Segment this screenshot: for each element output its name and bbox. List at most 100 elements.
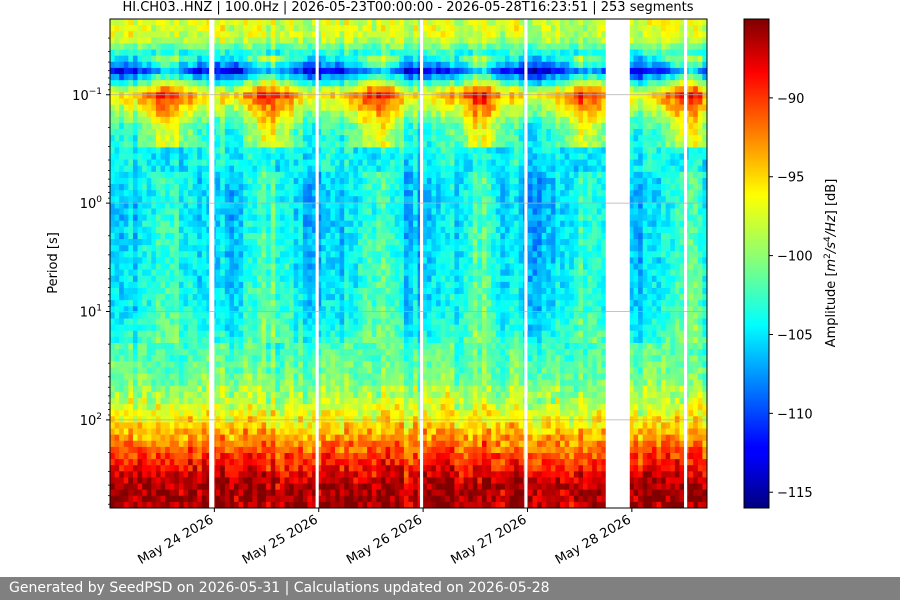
heatmap-cell <box>362 294 368 301</box>
heatmap-cell <box>215 269 221 277</box>
heatmap-cell <box>215 159 221 167</box>
heatmap-cell <box>160 226 166 234</box>
heatmap-cell <box>261 226 267 234</box>
heatmap-cell <box>344 104 350 112</box>
heatmap-cell <box>146 379 152 387</box>
heatmap-cell <box>266 37 272 45</box>
heatmap-cell <box>215 281 221 289</box>
heatmap-cell <box>119 245 125 252</box>
heatmap-cell <box>110 55 116 63</box>
heatmap-cell <box>247 37 253 45</box>
heatmap-cell <box>201 361 208 369</box>
heatmap-cell <box>110 251 116 258</box>
heatmap-cell <box>165 159 171 167</box>
heatmap-cell <box>128 226 134 234</box>
heatmap-cell <box>275 135 281 142</box>
heatmap-cell <box>261 452 267 460</box>
heatmap-cell <box>312 184 318 191</box>
heatmap-cell <box>266 122 272 130</box>
heatmap-cell <box>174 312 180 320</box>
heatmap-cell <box>119 110 125 118</box>
heatmap-cell <box>330 153 336 161</box>
heatmap-cell <box>224 483 230 491</box>
heatmap-cell <box>165 324 171 332</box>
heatmap-cell <box>348 349 354 356</box>
heatmap-cell <box>197 477 203 485</box>
heatmap-cell <box>142 434 148 442</box>
heatmap-cell <box>215 245 221 252</box>
heatmap-cell <box>335 349 341 356</box>
heatmap-cell <box>380 80 387 87</box>
heatmap-cell <box>197 165 203 173</box>
heatmap-cell <box>233 391 240 399</box>
heatmap-cell <box>289 501 295 508</box>
heatmap-cell <box>279 379 286 387</box>
heatmap-cell <box>284 171 290 179</box>
heatmap-cell <box>220 342 226 350</box>
heatmap-cell <box>284 349 290 356</box>
heatmap-cell <box>344 434 350 442</box>
heatmap-cell <box>261 355 267 362</box>
heatmap-cell <box>376 385 382 393</box>
heatmap-cell <box>238 275 244 283</box>
heatmap-cell <box>256 434 263 442</box>
heatmap-cell <box>220 208 226 216</box>
heatmap-cell <box>307 440 313 448</box>
heatmap-cell <box>132 208 139 216</box>
heatmap-cell <box>362 440 368 448</box>
heatmap-cell <box>390 422 396 430</box>
heatmap-cell <box>252 147 258 155</box>
heatmap-cell <box>220 245 226 252</box>
heatmap-cell <box>119 318 125 326</box>
heatmap-cell <box>380 446 387 454</box>
heatmap-cell <box>298 129 304 136</box>
heatmap-cell <box>312 67 318 75</box>
heatmap-cell <box>114 245 120 252</box>
heatmap-cell <box>385 263 391 271</box>
heatmap-cell <box>316 214 322 222</box>
heatmap-cell <box>215 239 221 246</box>
heatmap-cell <box>307 483 313 491</box>
heatmap-cell <box>142 74 148 81</box>
heatmap-cell <box>132 31 139 38</box>
heatmap-cell <box>298 31 304 38</box>
heatmap-cell <box>330 349 336 356</box>
heatmap-cell <box>151 165 157 173</box>
heatmap-cell <box>325 135 332 142</box>
heatmap-cell <box>110 379 116 387</box>
heatmap-cell <box>238 397 244 405</box>
heatmap-cell <box>302 495 309 503</box>
heatmap-cell <box>119 501 125 508</box>
heatmap-cell <box>183 318 189 326</box>
heatmap-cell <box>206 74 212 81</box>
heatmap-cell <box>367 361 373 369</box>
heatmap-cell <box>119 257 125 265</box>
heatmap-cell <box>344 251 350 258</box>
heatmap-cell <box>302 397 309 405</box>
heatmap-cell <box>224 104 230 112</box>
heatmap-cell <box>233 251 240 258</box>
heatmap-cell <box>390 25 396 32</box>
heatmap-cell <box>142 275 148 283</box>
heatmap-cell <box>380 19 387 26</box>
heatmap-cell <box>169 257 175 265</box>
heatmap-cell <box>119 202 125 210</box>
heatmap-cell <box>169 25 175 32</box>
heatmap-cell <box>229 147 235 155</box>
heatmap-cell <box>206 477 212 485</box>
heatmap-cell <box>330 361 336 369</box>
heatmap-cell <box>169 471 175 479</box>
heatmap-cell <box>243 440 249 448</box>
heatmap-cell <box>137 275 143 283</box>
heatmap-cell <box>316 452 322 460</box>
heatmap-cell <box>298 55 304 63</box>
heatmap-cell <box>174 177 180 185</box>
heatmap-cell <box>325 208 332 216</box>
heatmap-cell <box>293 159 299 167</box>
heatmap-cell <box>132 116 139 124</box>
heatmap-cell <box>132 122 139 130</box>
heatmap-cell <box>357 86 364 93</box>
heatmap-cell <box>128 129 134 136</box>
heatmap-cell <box>321 49 327 57</box>
heatmap-cell <box>289 287 295 295</box>
